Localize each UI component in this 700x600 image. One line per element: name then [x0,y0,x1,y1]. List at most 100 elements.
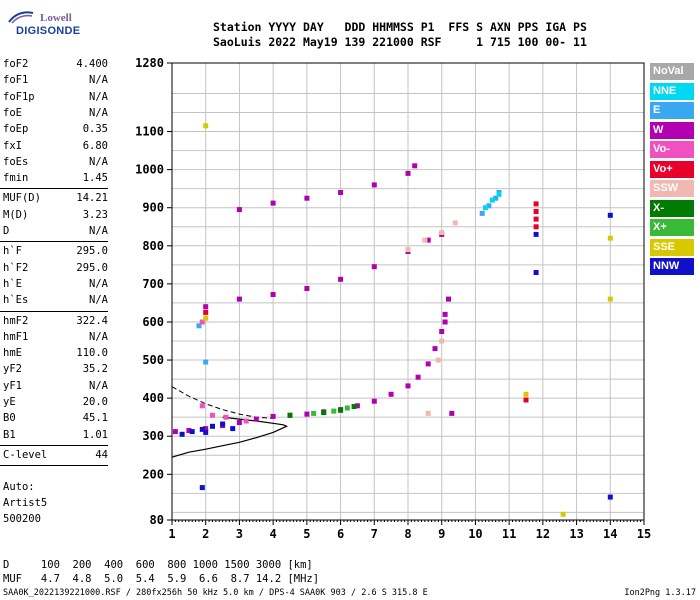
y-tick-label: 700 [142,277,164,291]
data-point [287,412,293,418]
parameter-separator [0,444,108,446]
auto-info: Auto: Artist5 500200 [3,479,47,527]
data-point [439,329,445,334]
y-tick-label: 80 [150,513,164,527]
data-point [560,511,566,517]
parameter-name: yF1 [3,379,22,392]
legend-item: E [650,102,694,119]
parameter-value: N/A [89,277,108,290]
parameter-row: h`E N/A [0,276,170,292]
y-tick-label: 200 [142,467,164,481]
y-tick-label: 1280 [135,56,164,70]
data-point [331,408,337,414]
data-point [483,205,488,211]
x-tick-label: 1 [168,527,175,541]
parameter-value: 35.2 [82,363,108,376]
parameter-row: h`Es N/A [0,292,170,308]
x-tick-label: 6 [337,527,344,541]
parameter-row: fxI 6.80 [0,138,170,154]
parameter-name: yF2 [3,363,22,376]
parameter-name: h`F [3,245,22,258]
station-header: Station YYYY DAY DDD HHMMSS P1 FFS S AXN… [213,20,587,50]
legend-item: NNW [650,258,694,275]
data-point [199,426,205,432]
parameter-row: fmin 1.45 [0,170,170,186]
data-point [236,420,242,425]
data-point [405,170,411,176]
parameter-value: N/A [89,379,108,392]
x-tick-label: 5 [303,527,310,541]
data-point [304,286,310,291]
auto-label: Auto: [3,481,35,493]
logo-top-text: Lowell [40,12,72,24]
parameter-row: foEs N/A [0,154,170,170]
y-tick-label: 500 [142,353,164,367]
parameter-row: yF2 35.2 [0,361,170,377]
parameter-value: 295.0 [76,261,108,274]
data-point [270,200,276,206]
parameter-value: N/A [89,106,108,119]
data-point [311,410,317,416]
parameter-separator [0,188,108,190]
parameter-name: fmin [3,172,29,185]
data-point [425,410,431,416]
legend-item: NNE [650,82,694,100]
parameter-value: N/A [89,294,108,307]
y-tick-label: 1000 [135,163,164,177]
data-point [388,391,394,397]
parameter-value: 322.4 [76,314,108,327]
data-point [203,359,209,365]
data-point [179,431,185,437]
data-point [607,212,613,218]
parameter-name: hmE [3,347,22,360]
data-point [405,383,411,389]
legend-item: Vo+ [650,160,694,178]
y-tick-label: 1100 [135,125,164,139]
data-point [442,319,448,325]
data-point [435,357,441,363]
parameter-name: foE [3,106,22,119]
data-point [203,315,209,321]
data-point [371,182,377,188]
data-point [186,428,192,433]
parameter-row: hmF1 N/A [0,329,170,345]
parameter-value: 45.1 [82,412,108,425]
data-point [371,398,377,404]
data-point [210,423,215,429]
parameter-name: yE [3,396,16,408]
data-point [172,429,178,435]
data-point [496,191,502,197]
data-point [304,195,310,201]
data-point [344,405,350,411]
data-point [439,338,445,344]
parameter-row: D N/A [0,223,170,239]
x-tick-label: 2 [202,527,209,541]
parameter-row: yE 20.0 [0,394,170,410]
x-tick-label: 13 [569,527,583,541]
data-point [338,190,344,195]
data-point [607,296,613,302]
legend-item: SSW [650,180,694,197]
parameter-row: h`F 295.0 [0,243,170,259]
y-tick-label: 600 [142,315,164,329]
data-point [432,346,438,352]
parameter-name: foF1 [3,74,29,87]
x-tick-label: 15 [637,527,651,541]
parameter-value: 1.45 [82,172,108,185]
data-point [199,403,205,409]
data-point [203,426,209,432]
data-point [371,264,377,270]
data-point [230,426,236,432]
data-point [489,197,495,203]
data-point [446,296,451,302]
data-point [243,418,249,424]
digisonde-logo: Lowell DIGISONDE [6,6,80,42]
parameter-row: B0 45.1 [0,410,170,426]
y-tick-label: 300 [142,429,164,443]
legend-item: X+ [650,219,694,236]
data-point [223,414,229,420]
parameter-name: foEs [3,155,29,168]
x-tick-label: 3 [236,527,243,541]
parameter-value: 20.0 [82,396,108,408]
